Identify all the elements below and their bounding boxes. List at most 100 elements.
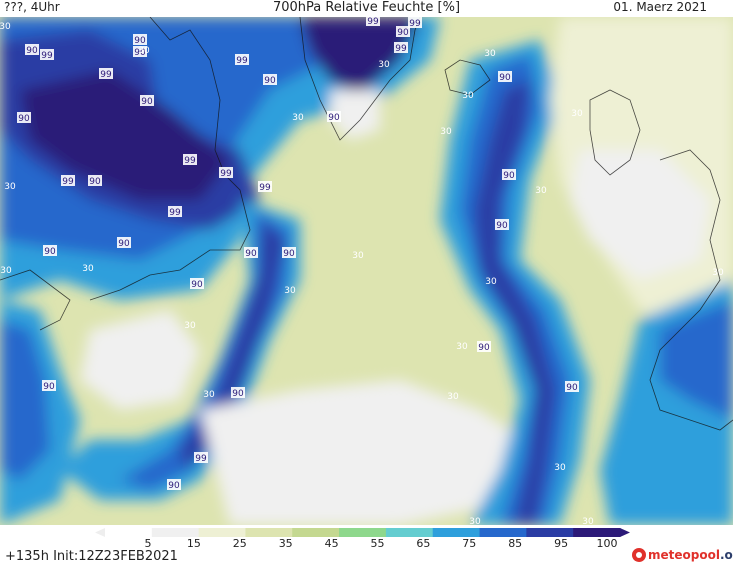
legend-swatch — [479, 528, 527, 537]
contour-label: 99 — [366, 17, 380, 27]
contour-label-text: 99 — [62, 177, 74, 187]
legend-tick-label: 25 — [233, 537, 247, 547]
contour-label: 99 — [194, 452, 208, 464]
legend-tick-label: 55 — [371, 537, 385, 547]
contour-label-text: 90 — [264, 76, 276, 86]
contour-label: 30 — [292, 113, 304, 123]
contour-label: 30 — [0, 266, 12, 276]
contour-label: 90 — [17, 112, 31, 124]
legend-ticks: 5 15 25 35 45 55 65 75 85 95 100 — [145, 537, 618, 547]
legend-tick-label: 45 — [325, 537, 339, 547]
legend-tick-label: 95 — [554, 537, 568, 547]
logo-icon — [632, 548, 646, 562]
legend-swatch — [339, 528, 387, 537]
contour-label: 30 — [0, 22, 11, 32]
contour-label-text: 90 — [134, 48, 146, 58]
legend-arrow-max — [620, 528, 630, 537]
contour-label: 30 — [203, 390, 215, 400]
contour-label: 30 — [456, 342, 468, 352]
contour-label-text: 30 — [582, 517, 594, 525]
contour-label-text: 99 — [195, 454, 207, 464]
coastlines — [0, 17, 733, 431]
contour-label: 90 — [565, 381, 579, 393]
contour-label-text: 99 — [41, 51, 53, 61]
contour-label-text: 99 — [169, 208, 181, 218]
contour-label: 90 — [282, 247, 296, 259]
meteopool-logo: meteopool.org — [632, 545, 733, 565]
humidity-field — [0, 17, 733, 525]
contour-label: 90 — [244, 247, 258, 259]
contour-label: 30 — [4, 182, 16, 192]
contour-label-text: 99 — [259, 183, 271, 193]
contour-label: 30 — [447, 392, 459, 402]
contour-label: 30 — [184, 321, 196, 331]
contour-label-text: 90 — [141, 97, 153, 107]
contour-label-text: 90 — [496, 221, 508, 231]
contour-label-text: 30 — [485, 277, 497, 287]
contour-label-text: 30 — [292, 113, 304, 123]
contour-label: 30 — [484, 49, 496, 59]
contour-label-text: 90 — [118, 239, 130, 249]
contour-label-text: 99 — [395, 44, 407, 54]
legend-swatch — [245, 528, 293, 537]
legend-swatch — [292, 528, 340, 537]
chart-header: ???, 4Uhr 700hPa Relative Feuchte [%] 01… — [0, 0, 733, 17]
legend-swatch — [385, 528, 434, 537]
contour-label-text: 30 — [440, 127, 452, 137]
contour-label-text: 30 — [712, 268, 724, 278]
contour-label: 90 — [263, 74, 277, 86]
contour-label: 30 — [571, 109, 583, 119]
legend-tick-label: 75 — [462, 537, 476, 547]
legend-tick-label: 85 — [508, 537, 522, 547]
contour-label: 90 — [133, 34, 147, 46]
contour-label-text: 99 — [184, 156, 196, 166]
contour-label: 30 — [582, 517, 594, 525]
legend-tick-label: 35 — [279, 537, 293, 547]
chart-title: 700hPa Relative Feuchte [%] — [272, 0, 461, 15]
legend-tick-label: 100 — [597, 537, 618, 547]
contour-label: 99 — [168, 206, 182, 218]
contour-label-text: 99 — [409, 19, 421, 29]
contour-label-text: 30 — [82, 264, 94, 274]
contour-label-text: 30 — [284, 286, 296, 296]
contour-label: 30 — [352, 251, 364, 261]
contour-label-text: 30 — [571, 109, 583, 119]
forecast-day-time: ???, 4Uhr — [4, 0, 60, 14]
contour-label: 90 — [396, 26, 410, 38]
legend-tick-label: 5 — [145, 537, 152, 547]
contour-label: 99 — [394, 42, 408, 54]
contour-label-text: 90 — [26, 46, 38, 56]
contour-label: 90 — [498, 71, 512, 83]
contour-label-text: 30 — [535, 186, 547, 196]
contour-label: 30 — [554, 463, 566, 473]
contour-label: 90 — [88, 175, 102, 187]
contour-label-text: 90 — [44, 247, 56, 257]
run-info: +135h Init:12Z23FEB2021 — [5, 549, 178, 564]
contour-label: 30 — [485, 277, 497, 287]
contour-label: 90 — [495, 219, 509, 231]
contour-label: 30 — [440, 127, 452, 137]
contour-label: 30 — [712, 268, 724, 278]
contour-label: 90 — [140, 95, 154, 107]
legend-arrow-min — [95, 528, 105, 537]
legend-swatch — [198, 528, 246, 537]
legend-swatch — [105, 528, 153, 537]
contour-label: 90 — [133, 46, 147, 58]
contour-label: 90 — [117, 237, 131, 249]
contour-label: 90 — [42, 380, 56, 392]
logo-text: meteopool.org — [648, 548, 733, 562]
contour-label-text: 30 — [484, 49, 496, 59]
contour-label-text: 90 — [191, 280, 203, 290]
chart-footer: 5 15 25 35 45 55 65 75 85 95 100 +135h Init:12Z23F… — [0, 525, 733, 566]
contour-label-text: 30 — [352, 251, 364, 261]
contour-label-text: 99 — [100, 70, 112, 80]
contour-label: 90 — [231, 387, 245, 399]
contour-label-text: 90 — [503, 171, 515, 181]
contour-label-text: 30 — [456, 342, 468, 352]
contour-label: 99 — [61, 175, 75, 187]
contour-label-text: 90 — [397, 28, 409, 38]
contour-label-text: 90 — [283, 249, 295, 259]
legend-bar — [95, 528, 630, 537]
